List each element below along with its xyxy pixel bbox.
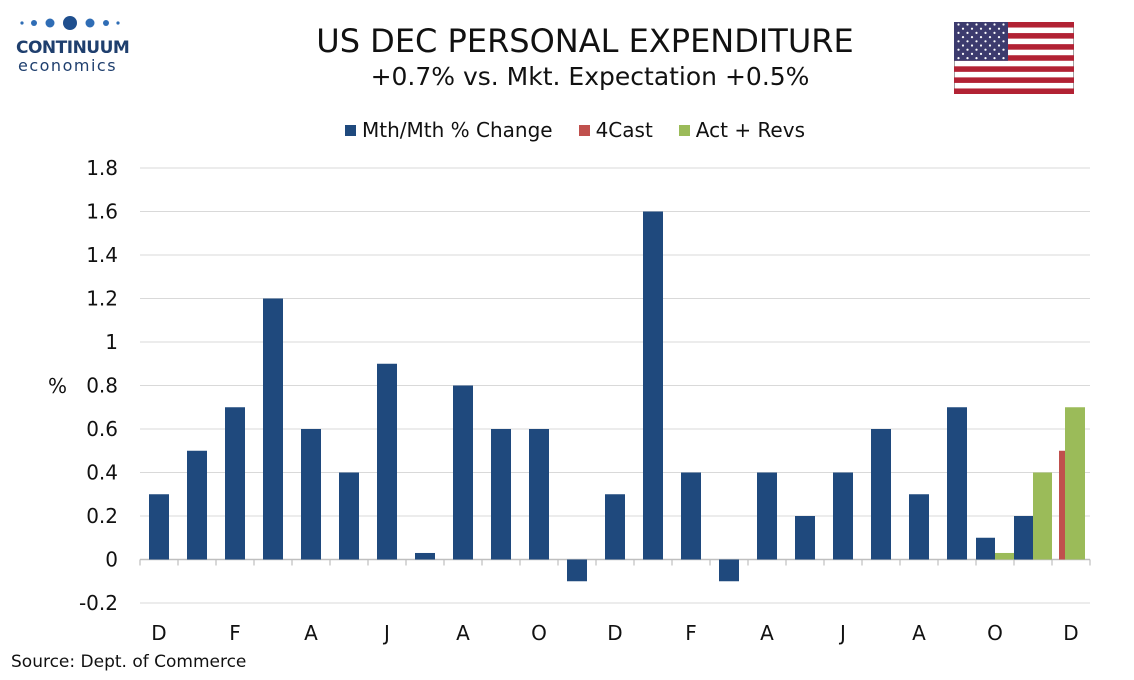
bar-mth (149, 494, 169, 560)
y-tick-label: 0.2 (86, 504, 118, 528)
x-tick-label: F (229, 621, 241, 645)
legend-item-4cast: 4Cast (578, 118, 653, 142)
x-tick-label: A (456, 621, 470, 645)
bar-mth (757, 472, 777, 560)
bar-mth (453, 385, 473, 560)
y-axis-label: % (48, 374, 68, 398)
bar-actual (1065, 407, 1085, 560)
bar-mth (976, 537, 995, 560)
x-tick-label: F (685, 621, 697, 645)
bar-mth (225, 407, 245, 560)
legend-label-mth: Mth/Mth % Change (362, 118, 553, 142)
y-tick-label: 0 (105, 548, 118, 572)
x-tick-label: A (304, 621, 318, 645)
y-tick-label: 1.2 (86, 287, 118, 311)
bar-4cast (1059, 450, 1065, 560)
x-tick-label: D (1063, 621, 1078, 645)
logo-sub: economics (18, 56, 118, 75)
y-tick-label: 1 (105, 330, 118, 354)
x-tick-label: D (151, 621, 166, 645)
bar-mth (187, 450, 207, 560)
y-tick-label: 0.6 (86, 417, 118, 441)
x-tick-label: D (607, 621, 622, 645)
x-tick-label: J (838, 621, 846, 645)
y-tick-label: 1.6 (86, 200, 118, 224)
logo-dots-icon (20, 16, 120, 30)
x-tick-label: A (760, 621, 774, 645)
bar-mth (605, 494, 625, 560)
bar-mth (643, 211, 663, 560)
chart-legend: Mth/Mth % Change 4Cast Act + Revs (0, 118, 1134, 142)
us-flag-icon (954, 22, 1074, 94)
y-tick-label: 0.8 (86, 374, 118, 398)
chart-title: US DEC PERSONAL EXPENDITURE (316, 22, 854, 60)
legend-item-actual: Act + Revs (678, 118, 805, 142)
bar-mth (719, 559, 739, 582)
legend-label-4cast: 4Cast (595, 118, 653, 142)
bar-mth (377, 363, 397, 560)
bar-mth (909, 494, 929, 560)
bar-mth (567, 559, 587, 582)
chart-subtitle: +0.7% vs. Mkt. Expectation +0.5% (370, 62, 810, 91)
bar-mth (795, 516, 815, 560)
legend-swatch-actual (678, 124, 690, 136)
legend-swatch-4cast (578, 124, 590, 136)
bar-mth (263, 298, 283, 560)
x-tick-label: J (382, 621, 390, 645)
source-note: Source: Dept. of Commerce (11, 652, 247, 672)
legend-swatch-mth (345, 124, 356, 136)
bar-actual (995, 552, 1014, 560)
bar-mth (301, 429, 321, 560)
x-tick-label: O (987, 621, 1003, 645)
bar-mth (947, 407, 967, 560)
x-tick-label: A (912, 621, 926, 645)
logo-brand: CONTINUUM (16, 38, 130, 58)
bar-mth (339, 472, 359, 560)
legend-label-actual: Act + Revs (695, 118, 805, 142)
bar-mth (681, 472, 701, 560)
y-tick-label: 1.4 (86, 243, 118, 267)
bar-actual (1033, 472, 1052, 560)
x-tick-label: O (531, 621, 547, 645)
bar-mth (529, 429, 549, 560)
bar-mth (871, 429, 891, 560)
y-tick-label: -0.2 (79, 591, 118, 615)
legend-item-mth: Mth/Mth % Change (345, 118, 553, 142)
bar-mth (833, 472, 853, 560)
bar-mth (491, 429, 511, 560)
bar-mth (415, 552, 435, 560)
bar-mth (1014, 516, 1033, 560)
y-tick-label: 1.8 (86, 156, 118, 180)
y-tick-label: 0.4 (86, 461, 118, 485)
